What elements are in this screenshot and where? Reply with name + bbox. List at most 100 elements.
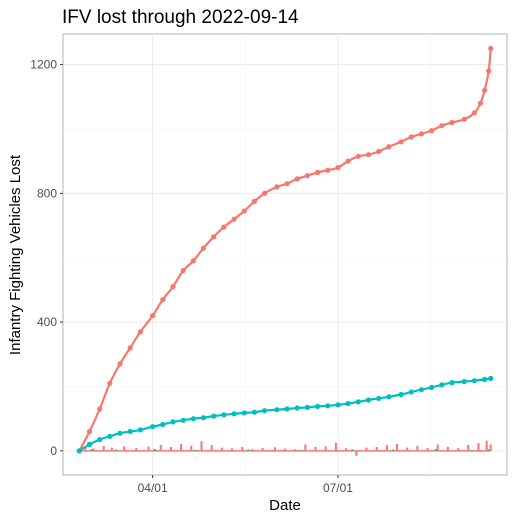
series-2-point <box>294 405 300 411</box>
series-2-point <box>284 406 290 412</box>
series-1-point <box>439 123 445 129</box>
daily-bar <box>159 445 162 451</box>
daily-bar <box>391 449 394 451</box>
daily-bar <box>135 447 138 451</box>
series-2-point <box>274 407 280 413</box>
series-2-point <box>180 417 186 423</box>
daily-bar <box>294 449 297 451</box>
series-1-point <box>274 184 280 190</box>
series-2-point <box>461 379 467 385</box>
daily-bar <box>489 444 492 451</box>
daily-bar <box>434 448 437 451</box>
daily-bar <box>416 446 419 451</box>
series-2-point <box>304 404 310 410</box>
series-1-point <box>221 224 227 230</box>
series-2-point <box>315 403 321 409</box>
series-2-point <box>408 389 414 395</box>
daily-bar <box>314 446 317 451</box>
daily-bar <box>180 443 183 451</box>
x-tick-label: 04/01 <box>138 481 168 495</box>
series-2-point <box>482 376 488 382</box>
series-1-point <box>304 173 310 179</box>
daily-bar <box>153 448 156 451</box>
daily-bar <box>194 449 197 451</box>
series-1-point <box>315 169 321 175</box>
series-2-point <box>76 448 82 454</box>
series-layer <box>76 45 494 454</box>
daily-bar <box>324 446 327 451</box>
series-1-point <box>488 45 494 52</box>
series-1-point <box>127 345 133 351</box>
series-2-point <box>127 428 133 435</box>
daily-bar <box>273 447 276 451</box>
series-2-point <box>241 410 247 416</box>
series-1-point <box>86 428 93 435</box>
series-2-point <box>418 387 425 393</box>
y-tick-label: 1200 <box>30 58 57 72</box>
series-1-point <box>335 165 341 171</box>
series-1-point <box>429 128 435 134</box>
series-2-point <box>170 419 176 425</box>
daily-bar <box>467 445 470 451</box>
series-1-point <box>365 152 372 158</box>
series-2-point <box>439 382 445 388</box>
series-1-point <box>471 110 477 116</box>
series-2-point <box>86 441 93 447</box>
series-2-point <box>150 424 156 430</box>
daily-bar <box>110 447 113 451</box>
series-1-point <box>180 268 186 274</box>
series-2-point <box>200 415 207 421</box>
daily-bar <box>426 447 429 451</box>
daily-bar <box>375 446 378 451</box>
series-1-point <box>107 380 113 386</box>
daily-bar <box>190 445 193 451</box>
daily-bar <box>102 446 105 451</box>
daily-bar <box>169 446 172 451</box>
series-1-point <box>241 208 247 214</box>
series-1-point <box>408 134 414 140</box>
y-axis: 0 400 800 1200 <box>30 58 63 458</box>
daily-bar <box>90 449 93 451</box>
x-axis-title: Date <box>269 497 301 514</box>
daily-bar <box>200 441 203 451</box>
series-1-point <box>97 406 103 412</box>
series-1-point <box>294 176 300 182</box>
series-1-point <box>284 181 290 187</box>
series-1-point <box>477 100 484 106</box>
daily-bar <box>241 446 244 451</box>
series-2-point <box>211 413 217 419</box>
series-2-point <box>335 402 341 408</box>
y-tick-label: 0 <box>50 444 57 458</box>
series-1-point <box>262 190 268 196</box>
daily-bar <box>345 448 348 451</box>
series-2-point <box>471 378 477 384</box>
series-1-point <box>482 87 488 93</box>
daily-bar <box>334 442 337 451</box>
series-1-point <box>137 329 143 335</box>
daily-bar <box>385 445 388 451</box>
daily-bar <box>485 440 488 451</box>
series-1-point <box>251 198 257 204</box>
daily-bar <box>477 443 480 451</box>
daily-bar <box>123 446 126 451</box>
daily-bar <box>304 444 307 451</box>
series-1-point <box>355 153 361 159</box>
series-2-point <box>107 433 113 439</box>
series-2-point <box>376 395 382 401</box>
daily-bar <box>92 448 95 451</box>
daily-bars <box>79 440 492 456</box>
daily-bar <box>284 448 286 451</box>
daily-bar <box>406 447 409 451</box>
daily-bar <box>231 448 234 451</box>
y-tick-label: 800 <box>37 186 57 200</box>
series-1-point <box>211 234 217 240</box>
series-1-point <box>117 361 123 367</box>
series-2-point <box>386 394 392 400</box>
daily-bar <box>365 447 368 451</box>
series-1-point <box>418 131 425 137</box>
daily-bar <box>210 445 213 451</box>
series-2-point <box>488 375 494 381</box>
series-1-point <box>170 284 176 290</box>
daily-bar <box>220 447 223 451</box>
